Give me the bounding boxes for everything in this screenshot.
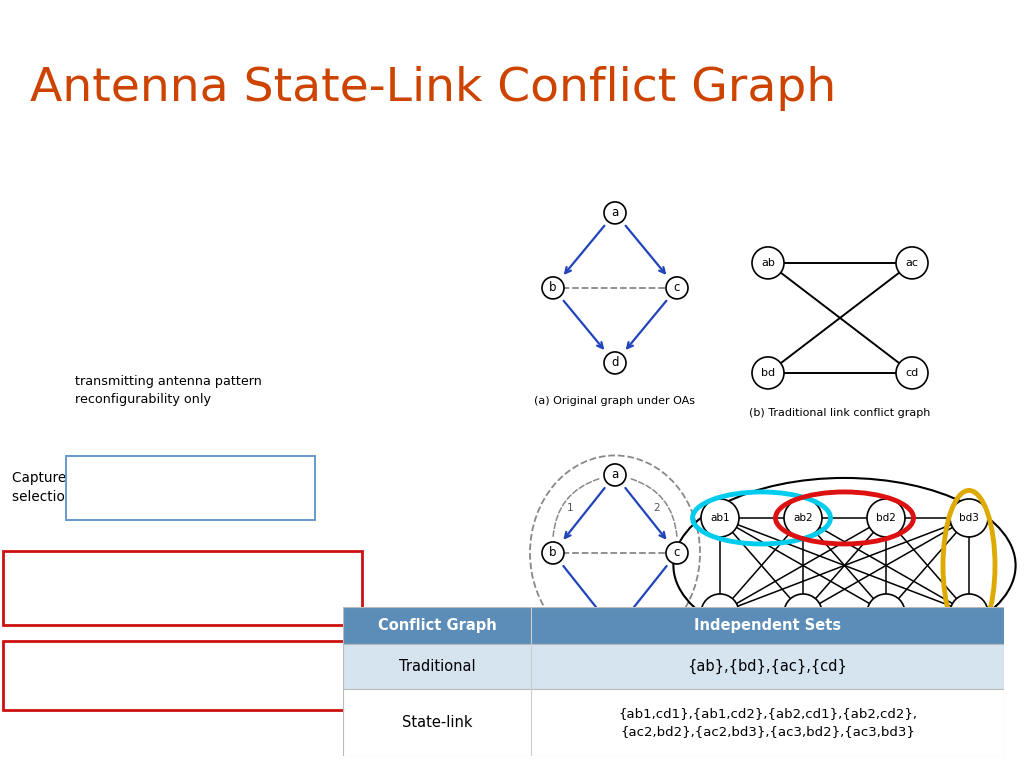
- Circle shape: [950, 594, 988, 632]
- Text: c: c: [674, 281, 680, 294]
- FancyBboxPatch shape: [531, 607, 1004, 644]
- Circle shape: [784, 499, 822, 537]
- Circle shape: [896, 247, 928, 279]
- Text: (c) Original graph under RAs: (c) Original graph under RAs: [536, 665, 694, 675]
- Text: State-link: State-link: [401, 715, 472, 730]
- Circle shape: [604, 202, 626, 224]
- Text: cd1: cd1: [877, 608, 896, 618]
- Text: cd: cd: [905, 368, 919, 378]
- Circle shape: [896, 357, 928, 389]
- FancyBboxPatch shape: [343, 607, 531, 644]
- Text: b: b: [549, 547, 557, 559]
- Text: ac2: ac2: [711, 608, 729, 618]
- Text: {ab},{bd},{ac},{cd}: {ab},{bd},{ac},{cd}: [687, 659, 847, 674]
- Circle shape: [542, 542, 564, 564]
- Circle shape: [666, 542, 688, 564]
- FancyBboxPatch shape: [531, 644, 1004, 689]
- Text: transmitting antenna pattern
reconfigurability only: transmitting antenna pattern reconfigura…: [75, 375, 262, 406]
- Text: (a) Original graph under OAs: (a) Original graph under OAs: [535, 396, 695, 406]
- Circle shape: [752, 357, 784, 389]
- Text: ac: ac: [905, 258, 919, 268]
- Text: (d) State-link conflict graph: (d) State-link conflict graph: [768, 686, 922, 696]
- Text: bd3: bd3: [959, 513, 979, 523]
- Text: {ab1,cd1},{ab1,cd2},{ab2,cd1},{ab2,cd2},
{ac2,bd2},{ac2,bd3},{ac3,bd2},{ac3,bd3}: {ab1,cd1},{ab1,cd2},{ab2,cd1},{ab2,cd2},…: [617, 707, 916, 738]
- Circle shape: [867, 594, 905, 632]
- Text: Conflict Graph: Conflict Graph: [378, 618, 497, 633]
- Circle shape: [784, 594, 822, 632]
- Text: cd2: cd2: [959, 608, 979, 618]
- Text: ab2: ab2: [794, 513, 813, 523]
- FancyBboxPatch shape: [531, 689, 1004, 756]
- Text: (b) Traditional link conflict graph: (b) Traditional link conflict graph: [750, 408, 931, 418]
- Circle shape: [701, 594, 739, 632]
- Text: Reduces the number of combinations in
the network (state-node → state-link): Reduces the number of combinations in th…: [12, 568, 286, 601]
- FancyBboxPatch shape: [66, 456, 315, 520]
- Text: d: d: [611, 624, 618, 637]
- Circle shape: [666, 277, 688, 299]
- Text: Traditional: Traditional: [398, 659, 475, 674]
- FancyBboxPatch shape: [3, 641, 362, 710]
- Circle shape: [950, 499, 988, 537]
- Text: ab1: ab1: [711, 513, 730, 523]
- Text: ac3: ac3: [794, 608, 812, 618]
- Text: bd: bd: [761, 368, 775, 378]
- Text: a: a: [611, 207, 618, 220]
- FancyBboxPatch shape: [343, 689, 531, 756]
- Text: a: a: [611, 468, 618, 482]
- Circle shape: [701, 499, 739, 537]
- Text: bd2: bd2: [877, 513, 896, 523]
- Circle shape: [867, 499, 905, 537]
- Circle shape: [542, 277, 564, 299]
- Circle shape: [604, 352, 626, 374]
- Text: ab: ab: [761, 258, 775, 268]
- Text: Captures relations between antenna state
selection, link coverage, and interfere: Captures relations between antenna state…: [12, 471, 301, 505]
- Circle shape: [752, 247, 784, 279]
- Text: d: d: [611, 356, 618, 369]
- FancyBboxPatch shape: [3, 551, 362, 625]
- FancyBboxPatch shape: [343, 644, 531, 689]
- Text: 1: 1: [567, 503, 573, 513]
- Text: Independent Sets: Independent Sets: [694, 618, 841, 633]
- Circle shape: [604, 464, 626, 486]
- Circle shape: [604, 620, 626, 642]
- Text: Antenna State-Link Conflict Graph: Antenna State-Link Conflict Graph: [31, 66, 837, 111]
- Text: b: b: [549, 281, 557, 294]
- Text: c: c: [674, 547, 680, 559]
- Text: 2: 2: [653, 503, 659, 513]
